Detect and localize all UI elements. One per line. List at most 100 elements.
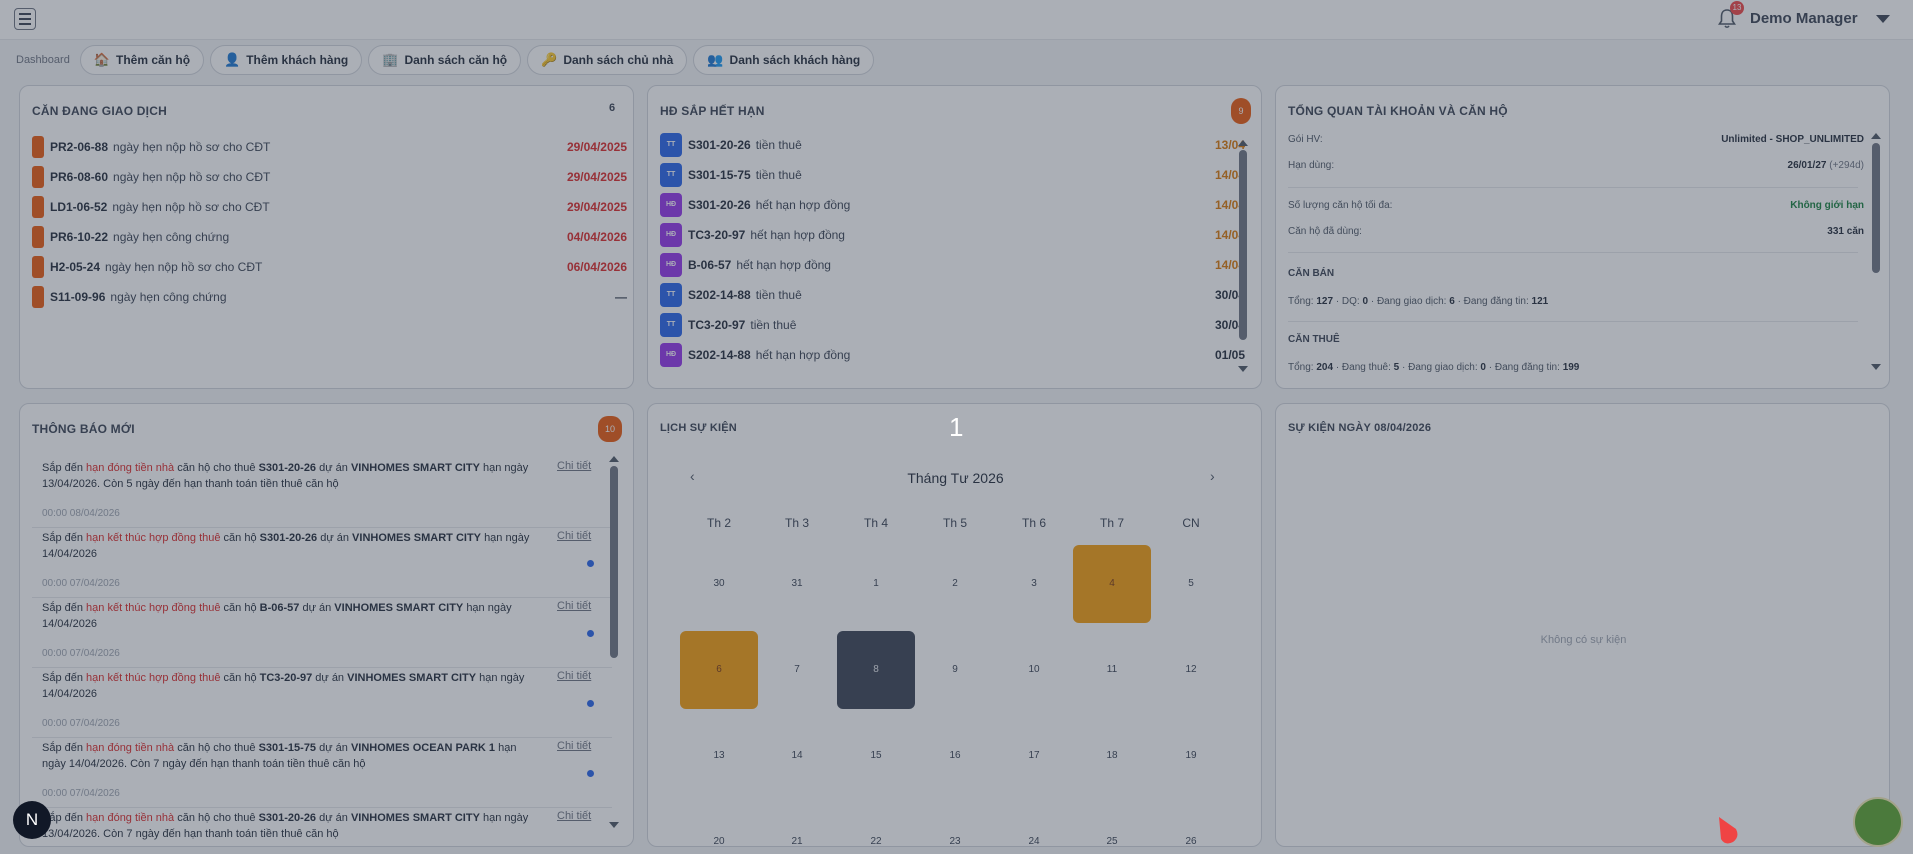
- calendar-day[interactable]: 13: [713, 750, 725, 761]
- calendar-day[interactable]: 20: [713, 836, 725, 847]
- calendar-day[interactable]: 7: [794, 664, 800, 675]
- calendar-day[interactable]: 24: [1028, 836, 1040, 847]
- calendar-day[interactable]: 31: [791, 578, 803, 589]
- owner-list-label: Danh sách chủ nhà: [563, 53, 674, 67]
- scroll-up-icon[interactable]: [1871, 133, 1881, 139]
- overview-scrollbar[interactable]: [1872, 143, 1880, 273]
- add-apartment-label: Thêm căn hộ: [116, 53, 191, 67]
- calendar-day[interactable]: 5: [1188, 578, 1194, 589]
- next-month-icon[interactable]: ›: [1210, 468, 1215, 484]
- detail-link[interactable]: Chi tiết: [557, 530, 592, 542]
- notification-item[interactable]: Sắp đến hạn đóng tiền nhà căn hộ cho thu…: [32, 458, 612, 528]
- calendar-day[interactable]: 3: [1031, 578, 1037, 589]
- contract-row[interactable]: HĐ TC3-20-97 hết hạn hợp đồng 14/04: [660, 223, 1245, 247]
- notification-highlight: hạn đóng tiền nhà: [86, 812, 175, 824]
- contract-row[interactable]: TT S202-14-88 tiền thuê 30/04: [660, 283, 1245, 307]
- customer-list-button[interactable]: 👥 Danh sách khách hàng: [693, 45, 875, 75]
- add-customer-button[interactable]: 👤 Thêm khách hàng: [210, 45, 363, 75]
- scroll-down-icon[interactable]: [1238, 366, 1248, 372]
- rent-deal-label: · Đang giao dịch:: [1402, 362, 1478, 373]
- calendar-day[interactable]: 11: [1106, 664, 1118, 675]
- notification-mid: căn hộ cho thuê: [177, 812, 256, 824]
- contract-row[interactable]: HĐ S202-14-88 hết hạn hợp đồng 01/05: [660, 343, 1245, 367]
- deal-row[interactable]: H2-05-24 ngày hẹn nộp hồ sơ cho CĐT 06/04/…: [32, 255, 627, 279]
- calendar-day[interactable]: 25: [1106, 836, 1118, 847]
- calendar-day[interactable]: 15: [870, 750, 882, 761]
- calendar-day[interactable]: 8: [837, 631, 915, 709]
- calendar-day[interactable]: 9: [952, 664, 958, 675]
- notifications-scrollbar[interactable]: [610, 466, 618, 658]
- calendar-day[interactable]: 1: [873, 578, 879, 589]
- weekday-label: CN: [1182, 516, 1200, 530]
- calendar-day[interactable]: 16: [949, 750, 961, 761]
- calendar-day[interactable]: 30: [713, 578, 725, 589]
- assistant-button[interactable]: N: [13, 801, 51, 839]
- deal-row[interactable]: PR6-08-60 ngày hẹn nộp hồ sơ cho CĐT 29/04…: [32, 165, 627, 189]
- calendar-day[interactable]: 6: [680, 631, 758, 709]
- hamburger-menu-icon[interactable]: [14, 8, 36, 30]
- deal-row[interactable]: PR2-06-88 ngày hẹn nộp hồ sơ cho CĐT 29/04…: [32, 135, 627, 159]
- notification-item[interactable]: Sắp đến hạn kết thúc hợp đồng thuê căn h…: [32, 528, 612, 598]
- calendar-day[interactable]: 12: [1185, 664, 1197, 675]
- notifications-panel: Thông báo mới 10 Sắp đến hạn đóng tiền n…: [19, 403, 634, 847]
- notification-mid: dự án: [319, 812, 348, 824]
- prev-month-icon[interactable]: ‹: [690, 468, 695, 484]
- calendar-day[interactable]: 19: [1185, 750, 1197, 761]
- weekday-label: Th 5: [942, 516, 967, 530]
- calendar-day[interactable]: 10: [1028, 664, 1040, 675]
- calendar-day[interactable]: 14: [791, 750, 803, 761]
- calendar-day[interactable]: 26: [1185, 836, 1197, 847]
- weekday-label: Th 2: [706, 516, 731, 530]
- caret-down-icon[interactable]: [1876, 15, 1890, 23]
- calendar-day[interactable]: 4: [1073, 545, 1151, 623]
- scroll-down-icon[interactable]: [1871, 364, 1881, 370]
- notification-item[interactable]: Sắp đến hạn kết thúc hợp đồng thuê căn h…: [32, 668, 612, 738]
- package-row: Gói HV: Unlimited - SHOP_UNLIMITED: [1288, 134, 1864, 150]
- key-icon: 🔑: [541, 52, 558, 67]
- notification-item[interactable]: Sắp đến hạn đóng tiền nhà căn hộ cho thu…: [32, 808, 612, 846]
- calendar-day[interactable]: 21: [791, 836, 803, 847]
- deal-row[interactable]: LD1-06-52 ngày hẹn nộp hồ sơ cho CĐT 29/04…: [32, 195, 627, 219]
- contract-row[interactable]: TT TC3-20-97 tiền thuê 30/04: [660, 313, 1245, 337]
- apartment-list-label: Danh sách căn hộ: [404, 53, 508, 67]
- deal-marker: [32, 166, 44, 188]
- scroll-up-icon[interactable]: [609, 456, 619, 462]
- sale-total-label: Tổng:: [1288, 296, 1314, 307]
- detail-link[interactable]: Chi tiết: [557, 460, 592, 472]
- apartment-list-button[interactable]: 🏢 Danh sách căn hộ: [368, 45, 522, 75]
- contract-row[interactable]: TT S301-15-75 tiền thuê 14/04: [660, 163, 1245, 187]
- calendar-day[interactable]: 18: [1106, 750, 1118, 761]
- notification-item[interactable]: Sắp đến hạn kết thúc hợp đồng thuê căn h…: [32, 598, 612, 668]
- events-panel: Sự kiện ngày 08/04/2026 Không có sự kiện: [1275, 403, 1890, 847]
- breadcrumb[interactable]: Dashboard: [16, 54, 70, 66]
- calendar-day[interactable]: 22: [870, 836, 882, 847]
- contract-row[interactable]: HĐ S301-20-26 hết hạn hợp đồng 14/04: [660, 193, 1245, 217]
- detail-link[interactable]: Chi tiết: [557, 600, 592, 612]
- detail-link[interactable]: Chi tiết: [557, 670, 592, 682]
- calendar-day[interactable]: 23: [949, 836, 961, 847]
- contract-desc: tiền thuê: [755, 288, 802, 302]
- detail-link[interactable]: Chi tiết: [557, 740, 592, 752]
- add-apartment-button[interactable]: 🏠 Thêm căn hộ: [79, 45, 205, 75]
- scroll-up-icon[interactable]: [1238, 140, 1248, 146]
- contracts-scrollbar[interactable]: [1239, 150, 1247, 340]
- chat-avatar-button[interactable]: [1853, 797, 1903, 847]
- contract-row[interactable]: TT S301-20-26 tiền thuê 13/04: [660, 133, 1245, 157]
- deal-row[interactable]: PR6-10-22 ngày hẹn công chứng 04/04/2026: [32, 225, 627, 249]
- notification-item[interactable]: Sắp đến hạn đóng tiền nhà căn hộ cho thu…: [32, 738, 612, 808]
- owner-list-button[interactable]: 🔑 Danh sách chủ nhà: [527, 45, 688, 75]
- user-name[interactable]: Demo Manager: [1750, 10, 1858, 27]
- calendar-day[interactable]: 2: [952, 578, 958, 589]
- contract-desc: hết hạn hợp đồng: [750, 228, 845, 242]
- unread-dot: [587, 770, 594, 777]
- sale-total: 127: [1316, 296, 1334, 307]
- detail-link[interactable]: Chi tiết: [557, 810, 592, 822]
- deals-count: 6: [609, 102, 616, 114]
- calendar-day[interactable]: 17: [1028, 750, 1040, 761]
- notification-project: VINHOMES SMART CITY: [350, 462, 480, 474]
- overview-title: Tổng quan tài khoản và căn hộ: [1288, 104, 1508, 118]
- used-apartments-row: Căn hộ đã dùng: 331 căn: [1288, 226, 1864, 242]
- deal-row[interactable]: S11-09-96 ngày hẹn công chứng —: [32, 285, 627, 309]
- contract-row[interactable]: HĐ B-06-57 hết hạn hợp đồng 14/04: [660, 253, 1245, 277]
- scroll-down-icon[interactable]: [609, 822, 619, 828]
